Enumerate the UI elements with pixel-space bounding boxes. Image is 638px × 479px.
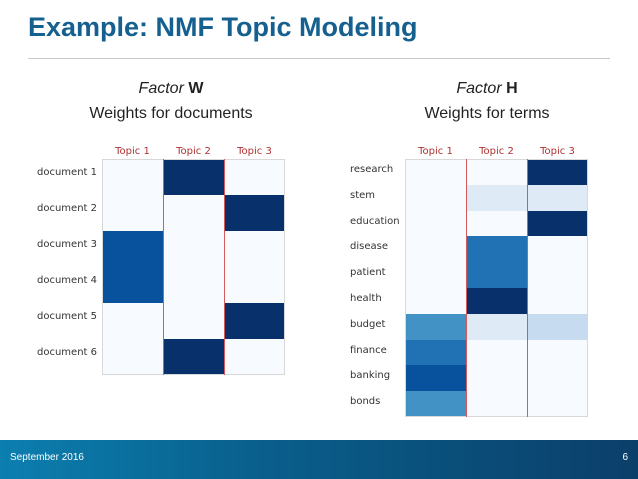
heatmap-cell xyxy=(224,267,285,303)
slide-title: Example: NMF Topic Modeling xyxy=(28,12,418,42)
heatmap-cell xyxy=(466,288,527,314)
heatmap-cell xyxy=(163,267,224,303)
heatmap-cell xyxy=(224,159,285,195)
row-label: document 4 xyxy=(37,275,97,286)
heatmap-border xyxy=(102,159,285,375)
row-label: banking xyxy=(350,370,391,382)
heatmap-cell xyxy=(102,267,163,303)
column-label: Topic 1 xyxy=(115,146,150,157)
row-label: document 1 xyxy=(37,167,97,178)
row-label: budget xyxy=(350,318,386,330)
heatmap-cell xyxy=(466,262,527,288)
heatmap-cell xyxy=(466,391,527,417)
heatmap-cell xyxy=(466,159,527,185)
factor-h-heading: Factor H xyxy=(367,80,607,98)
factor-w-subtitle: Weights for documents xyxy=(89,105,253,122)
row-label: document 3 xyxy=(37,239,97,250)
column-label: Topic 2 xyxy=(479,146,514,157)
heatmap-cell xyxy=(405,288,466,314)
heatmap-cell xyxy=(527,262,588,288)
heatmap-cell xyxy=(405,339,466,366)
row-label: document 6 xyxy=(37,347,97,358)
column-divider xyxy=(224,159,225,375)
heatmap-cell xyxy=(102,159,163,195)
heatmap-cell xyxy=(527,288,588,314)
factor-h-subtitle: Weights for terms xyxy=(424,105,550,122)
heatmap-cell xyxy=(527,391,588,417)
heatmap-cell xyxy=(405,159,466,185)
column-label: Topic 1 xyxy=(418,146,453,157)
row-label: stem xyxy=(350,189,376,201)
factor-w-word: Factor xyxy=(138,80,184,97)
heatmap-cell xyxy=(466,339,527,366)
column-label: Topic 2 xyxy=(176,146,211,157)
heatmap-cell xyxy=(466,184,527,211)
heatmap-cell xyxy=(224,231,285,267)
heatmap-cell xyxy=(224,339,285,375)
row-label: health xyxy=(350,293,382,304)
row-label: research xyxy=(350,164,394,175)
heatmap-cell xyxy=(102,231,163,267)
heatmap-cell xyxy=(527,210,588,237)
heatmap-cell xyxy=(466,210,527,237)
heatmap-cell xyxy=(405,391,466,417)
heatmap-cell xyxy=(527,339,588,366)
page-number: 6 xyxy=(622,452,628,463)
heatmap-border xyxy=(405,159,588,417)
footer-bar: September 2016 6 xyxy=(0,440,638,479)
heatmap-cell xyxy=(466,313,527,340)
heatmap-cell xyxy=(163,231,224,267)
heatmap-cell xyxy=(527,313,588,340)
row-label: finance xyxy=(350,344,387,356)
row-label: document 5 xyxy=(37,311,97,322)
column-label: Topic 3 xyxy=(237,146,272,157)
factor-h-letter: H xyxy=(506,80,518,97)
heatmap-cell xyxy=(527,365,588,392)
heatmap-cell xyxy=(405,365,466,392)
footer-date: September 2016 xyxy=(10,452,84,463)
heatmap-cell xyxy=(102,195,163,231)
heatmap-cell xyxy=(466,236,527,263)
factor-w-letter: W xyxy=(188,80,204,97)
heatmap-cell xyxy=(405,313,466,340)
heatmap-cell xyxy=(163,303,224,339)
heatmap-cell xyxy=(527,236,588,263)
row-label: bonds xyxy=(350,396,381,408)
heatmap-cell xyxy=(102,303,163,339)
heatmap-cell xyxy=(405,210,466,237)
heatmap-cell xyxy=(224,195,285,231)
heatmap-cell xyxy=(527,159,588,185)
heatmap-cell xyxy=(163,195,224,231)
column-divider xyxy=(163,159,164,375)
heatmap-cell xyxy=(102,339,163,375)
heatmap-cell xyxy=(405,236,466,263)
heatmap-cell xyxy=(163,339,224,375)
row-label: patient xyxy=(350,267,386,279)
heatmap-cell xyxy=(466,365,527,392)
factor-h-word: Factor xyxy=(456,80,502,97)
row-label: disease xyxy=(350,241,388,253)
column-divider xyxy=(527,159,528,417)
heatmap-cell xyxy=(163,159,224,195)
column-label: Topic 3 xyxy=(540,146,575,157)
row-label: education xyxy=(350,215,400,227)
title-divider xyxy=(28,58,610,59)
factor-w-heading: Factor W xyxy=(51,80,291,98)
heatmap-cell xyxy=(527,184,588,211)
heatmap-cell xyxy=(405,262,466,288)
column-divider xyxy=(466,159,467,417)
heatmap-cell xyxy=(224,303,285,339)
heatmap-cell xyxy=(405,184,466,211)
row-label: document 2 xyxy=(37,203,97,214)
